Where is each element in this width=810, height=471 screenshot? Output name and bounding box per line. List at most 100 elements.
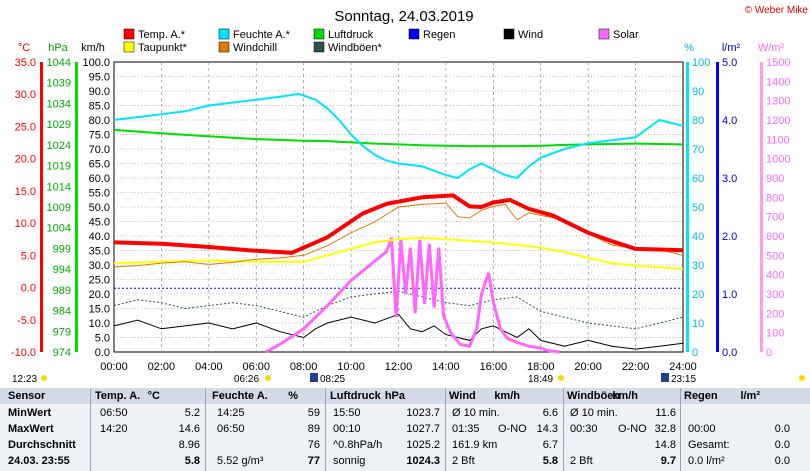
table-header <box>0 388 810 404</box>
table-cell: ^0.8hPa/h <box>333 439 383 451</box>
table-header-cell: Regen <box>684 390 718 402</box>
table-cell: 89 <box>307 423 320 435</box>
series-solar <box>264 237 560 354</box>
tick-solar: 900 <box>766 173 784 185</box>
tick-x: 04:00 <box>195 361 223 373</box>
axis-bar-temp <box>40 62 43 352</box>
table-row-label: MaxWert <box>8 423 54 435</box>
table-cell: 0.0 l/m² <box>688 455 725 467</box>
legend-swatch <box>313 28 325 40</box>
stats-table: Sensor Temp. A. °C Feuchte A.% Luftdruck hPa W… <box>0 388 810 471</box>
legend-swatch <box>123 28 135 40</box>
legend-swatch <box>408 28 420 40</box>
copyright: © Weber Mike <box>745 5 809 16</box>
table-cell: 00:10 <box>333 423 361 435</box>
tick-rain: 0.0 <box>722 347 737 359</box>
tick-solar: 0 <box>766 347 772 359</box>
legend-label: Wind <box>518 29 543 41</box>
table-cell: 5.52 g/m³ <box>217 455 264 467</box>
table-row-label: Durchschnitt <box>8 439 76 451</box>
table-cell: O-NO <box>498 423 527 435</box>
tick-rain: 3.0 <box>722 173 737 185</box>
table-cell: 1027.7 <box>406 423 440 435</box>
table-cell: 14.8 <box>654 439 676 451</box>
table-cell: 14:20 <box>100 423 128 435</box>
tick-wind: 25.0 <box>89 275 110 287</box>
tick-pressure: 1019 <box>47 161 71 173</box>
tick-x: 10:00 <box>337 361 365 373</box>
table-cell: 1023.7 <box>406 407 440 419</box>
tick-x: 16:00 <box>480 361 508 373</box>
axis-unit-solar: W/m² <box>758 42 785 54</box>
legend-swatch <box>218 28 230 40</box>
series-humidity <box>113 92 684 180</box>
tick-wind: 95.0 <box>89 72 110 84</box>
table-header-cell: Wind <box>449 390 476 402</box>
legend-swatch <box>123 41 135 53</box>
tick-wind: 65.0 <box>89 159 110 171</box>
tick-pressure: 989 <box>53 285 71 297</box>
tick-humidity: 20 <box>692 289 704 301</box>
tick-temp: 20.0 <box>15 154 36 166</box>
legend-label: Regen <box>423 29 455 41</box>
axis-unit-humidity: % <box>684 42 694 54</box>
tick-rain: 5.0 <box>722 57 737 69</box>
tick-pressure: 974 <box>53 347 71 359</box>
tick-solar: 1400 <box>766 76 790 88</box>
tick-humidity: 0 <box>692 347 698 359</box>
tick-solar: 1500 <box>766 57 790 69</box>
table-cell: 0.0 <box>774 423 790 435</box>
tick-wind: 85.0 <box>89 101 110 113</box>
tick-wind: 15.0 <box>89 304 110 316</box>
axis-bar-humidity <box>686 62 689 352</box>
table-cell: 5.8 <box>184 455 200 467</box>
end-sun-icon <box>799 375 805 381</box>
tick-x: 08:00 <box>290 361 318 373</box>
tick-x: 18:00 <box>527 361 555 373</box>
moonset-time: 23:15 <box>671 374 696 385</box>
table-cell: sonnig <box>333 455 366 467</box>
axis-bar-rain <box>716 62 719 352</box>
table-cell: O-NO <box>618 423 647 435</box>
table-header-cell: Luftdruck <box>330 390 381 402</box>
tick-humidity: 60 <box>692 173 704 185</box>
table-cell: 0.0 <box>774 439 790 451</box>
series-wind <box>113 313 684 350</box>
table-separator <box>90 388 91 471</box>
table-row-label: MinWert <box>8 407 52 419</box>
tick-x: 00:00 <box>100 361 128 373</box>
table-cell: 06:50 <box>100 407 128 419</box>
table-row-label: 24.03. 23:55 <box>8 455 70 467</box>
tick-temp: 30.0 <box>15 89 36 101</box>
tick-wind: 40.0 <box>89 231 110 243</box>
table-cell: Ø 10 min. <box>570 407 618 419</box>
table-cell: 2 Bft <box>570 455 593 467</box>
table-header-cell: Windböen <box>567 390 621 402</box>
tick-pressure: 1044 <box>47 57 71 69</box>
table-cell: 77 <box>307 455 320 467</box>
table-cell: 6.6 <box>542 407 558 419</box>
legend-swatch <box>503 28 515 40</box>
table-header-cell: km/h <box>494 390 520 402</box>
table-cell: 8.96 <box>178 439 200 451</box>
tick-humidity: 100 <box>692 57 710 69</box>
legend-label: Solar <box>613 29 639 41</box>
tick-solar: 1200 <box>766 115 790 127</box>
axis-unit-wind: km/h <box>81 42 105 54</box>
series-pressure <box>113 128 684 148</box>
tick-pressure: 1034 <box>47 98 71 110</box>
tick-wind: 70.0 <box>89 144 110 156</box>
tick-pressure: 979 <box>53 326 71 338</box>
tick-solar: 300 <box>766 289 784 301</box>
tick-wind: 50.0 <box>89 202 110 214</box>
tick-wind: 100.0 <box>82 57 110 69</box>
table-separator <box>445 388 446 471</box>
tick-x: 06:00 <box>242 361 270 373</box>
tick-solar: 600 <box>766 231 784 243</box>
legend-label: Luftdruck <box>328 29 374 41</box>
table-cell: 06:50 <box>217 423 245 435</box>
axis-bar-pressure <box>75 62 78 352</box>
series-temp <box>113 193 684 255</box>
sunset-icon <box>558 375 564 381</box>
tick-wind: 45.0 <box>89 217 110 229</box>
